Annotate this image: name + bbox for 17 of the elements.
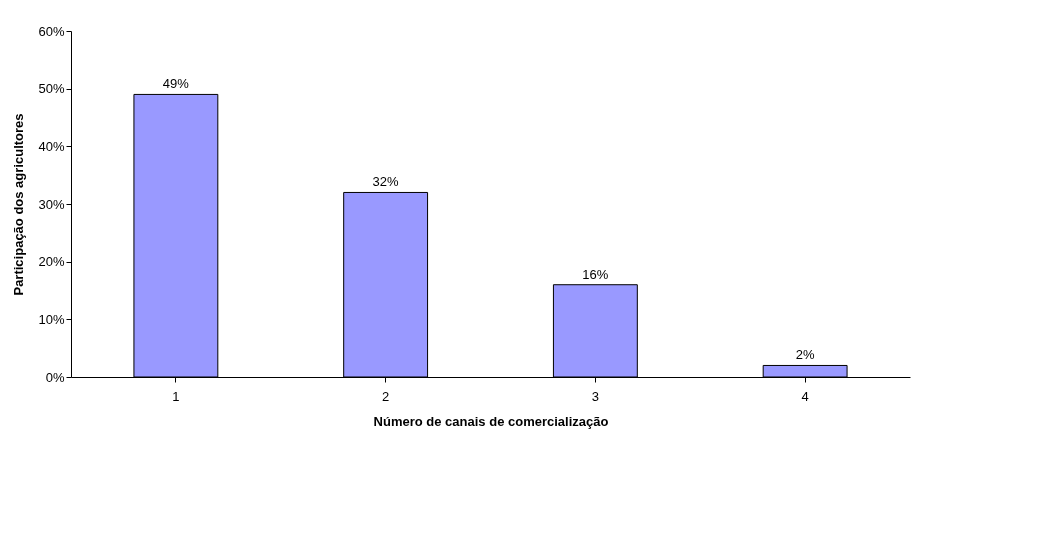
y-tick-label: 10%	[38, 311, 65, 327]
y-tick-label: 20%	[38, 254, 65, 270]
data-label: 49%	[162, 76, 190, 92]
y-tick-label: 60%	[38, 23, 65, 39]
data-label: 32%	[372, 174, 400, 190]
data-label: 2%	[795, 347, 815, 363]
y-tick-label: 50%	[38, 81, 65, 97]
y-tick-label: 0%	[45, 369, 65, 385]
y-tick-label: 30%	[38, 196, 65, 212]
x-tick-label: 2	[382, 388, 390, 404]
x-tick-label: 3	[591, 388, 599, 404]
y-tick-label: 40%	[38, 138, 65, 154]
data-label: 16%	[582, 266, 609, 282]
x-axis-title: Número de canais de comercialização	[373, 413, 609, 429]
x-tick-label: 1	[172, 388, 180, 404]
x-tick-label: 4	[801, 388, 809, 404]
y-axis-title: Participação dos agricultores	[11, 113, 27, 296]
